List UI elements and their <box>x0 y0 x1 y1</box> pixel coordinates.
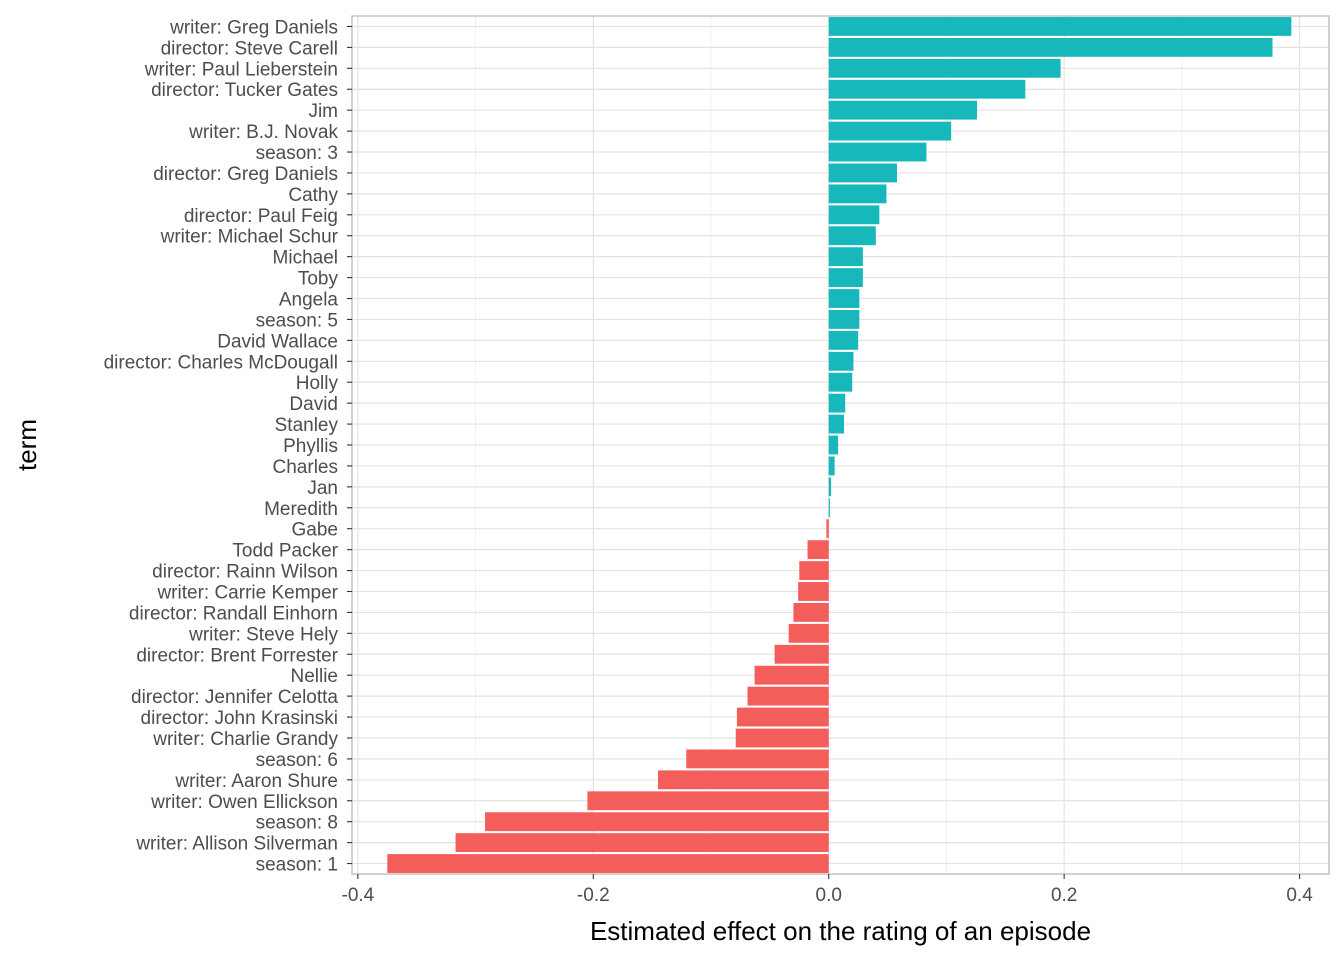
bar <box>828 163 898 183</box>
bar <box>828 184 887 204</box>
bar <box>587 791 829 811</box>
y-tick-label: writer: Allison Silverman <box>135 834 338 855</box>
y-tick-label: writer: Aaron Shure <box>174 771 338 792</box>
bar <box>828 393 846 413</box>
bar <box>828 121 952 141</box>
y-tick-label: Jan <box>307 478 338 499</box>
y-tick-label: Charles <box>273 457 338 478</box>
x-axis-ticks: -0.4 -0.2 0.0 0.2 0.4 <box>342 874 1313 906</box>
bar <box>798 582 829 601</box>
bar <box>828 414 845 434</box>
y-tick-label: director: Steve Carell <box>161 38 338 59</box>
bar <box>747 686 829 706</box>
y-tick-label: director: Randall Einhorn <box>129 603 338 624</box>
y-tick-label: director: Jennifer Celotta <box>131 687 338 708</box>
y-tick-label: Holly <box>296 373 339 394</box>
y-tick-label: season: 1 <box>256 855 338 876</box>
bar <box>754 665 829 685</box>
bar <box>485 812 829 832</box>
bar <box>828 268 863 288</box>
bar <box>828 37 1273 57</box>
bar <box>455 833 829 853</box>
y-tick-label: director: Charles McDougall <box>104 352 338 373</box>
bar <box>736 707 829 727</box>
bar <box>828 372 853 392</box>
bar <box>828 330 859 350</box>
y-tick-label: Meredith <box>264 499 338 520</box>
y-tick-label: writer: Greg Daniels <box>169 17 338 38</box>
x-axis-title: Estimated effect on the rating of an epi… <box>590 916 1091 946</box>
y-tick-label: Angela <box>279 290 339 311</box>
x-tick-label: -0.4 <box>342 885 375 906</box>
y-tick-label: David Wallace <box>217 331 338 352</box>
y-tick-label: director: John Krasinski <box>141 708 338 729</box>
y-tick-label: David <box>289 394 338 415</box>
y-tick-label: writer: Owen Ellickson <box>150 792 338 813</box>
bar <box>686 749 829 769</box>
y-tick-label: writer: Carrie Kemper <box>156 582 338 603</box>
bar <box>828 498 830 518</box>
bar <box>799 561 829 580</box>
y-tick-label: director: Tucker Gates <box>151 80 338 101</box>
y-tick-label: writer: B.J. Novak <box>188 122 338 143</box>
bar <box>828 58 1061 78</box>
bar <box>828 17 1292 36</box>
bar <box>828 351 854 371</box>
bar <box>828 226 876 246</box>
x-tick-label: 0.4 <box>1286 885 1313 906</box>
y-tick-label: director: Brent Forrester <box>136 645 338 666</box>
x-tick-label: -0.2 <box>577 885 610 906</box>
bar <box>735 728 829 748</box>
bars <box>387 17 1292 873</box>
y-tick-label: director: Greg Daniels <box>153 164 338 185</box>
y-tick-label: director: Rainn Wilson <box>152 562 338 583</box>
bar <box>828 205 880 225</box>
bar <box>828 477 832 497</box>
bar <box>828 456 835 476</box>
y-tick-label: Nellie <box>290 666 338 687</box>
y-tick-label: season: 6 <box>256 750 338 771</box>
bar <box>826 519 829 539</box>
y-tick-label: writer: Charlie Grandy <box>152 729 338 750</box>
bar <box>828 100 978 120</box>
y-tick-label: writer: Steve Hely <box>188 624 338 645</box>
bar <box>793 602 829 622</box>
bar <box>387 854 829 873</box>
bar <box>658 770 829 790</box>
bar <box>828 247 863 267</box>
bar <box>828 310 860 329</box>
y-tick-label: season: 8 <box>256 813 338 834</box>
y-tick-label: Michael <box>273 248 338 269</box>
y-tick-label: Gabe <box>292 520 338 541</box>
y-tick-label: writer: Michael Schur <box>160 227 339 248</box>
y-tick-label: Jim <box>308 101 338 122</box>
y-tick-label: Cathy <box>288 185 338 206</box>
y-tick-label: season: 5 <box>256 310 338 331</box>
bar <box>788 623 829 643</box>
y-tick-label: Toby <box>298 269 339 290</box>
y-tick-label: Todd Packer <box>232 541 338 562</box>
y-axis-title: term <box>12 419 42 471</box>
bar <box>828 79 1026 99</box>
x-tick-label: 0.0 <box>816 885 842 906</box>
y-tick-label: writer: Paul Lieberstein <box>144 59 338 80</box>
bar <box>807 540 829 560</box>
y-tick-label: Stanley <box>275 415 339 436</box>
bar <box>828 289 860 308</box>
y-tick-label: director: Paul Feig <box>184 206 338 227</box>
x-tick-label: 0.2 <box>1051 885 1077 906</box>
bar <box>828 142 927 162</box>
y-tick-label: Phyllis <box>283 436 338 457</box>
bar <box>828 435 839 455</box>
bar <box>774 644 829 664</box>
y-tick-label: season: 3 <box>256 143 338 164</box>
